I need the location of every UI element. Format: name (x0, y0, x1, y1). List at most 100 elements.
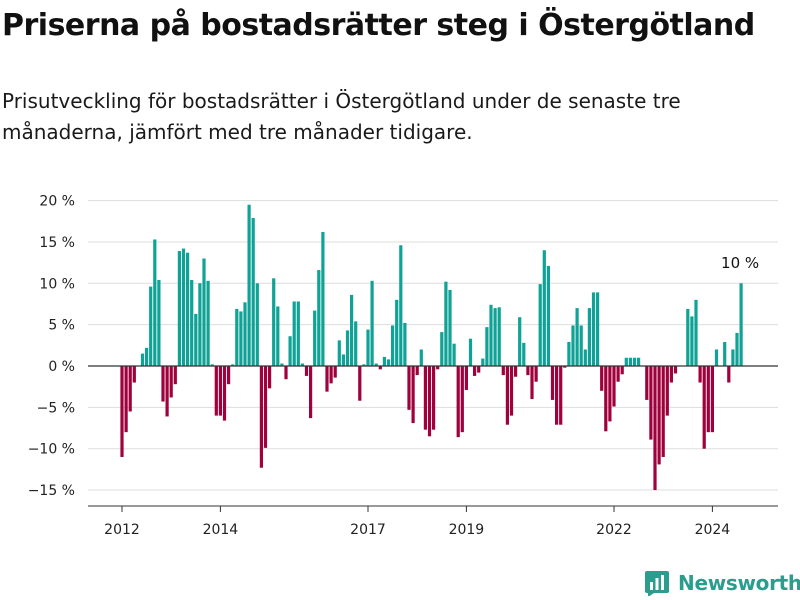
bar (632, 357, 637, 366)
bar (612, 366, 616, 407)
y-tick-label: 10 % (39, 276, 75, 292)
bar (440, 332, 444, 366)
bar (251, 217, 255, 366)
bar (485, 327, 489, 366)
bar (177, 251, 181, 366)
bar (378, 366, 382, 370)
bar (341, 354, 345, 366)
bar (596, 292, 600, 366)
bar (436, 366, 440, 370)
x-tick-label: 2014 (203, 522, 239, 538)
bar (181, 248, 186, 366)
bar (309, 366, 313, 419)
bar (571, 325, 575, 366)
bar (198, 283, 202, 366)
bar (280, 363, 284, 366)
bar (218, 366, 222, 416)
bar (514, 366, 518, 377)
bar (194, 313, 198, 366)
bar (145, 347, 149, 366)
x-tick-label: 2012 (104, 522, 140, 538)
bar (227, 366, 231, 385)
bar (518, 317, 522, 366)
bar (624, 357, 628, 366)
bar (567, 342, 571, 366)
bar (723, 342, 727, 366)
bar (509, 366, 514, 416)
bar (481, 358, 485, 366)
bar (464, 366, 468, 390)
bar (276, 306, 280, 366)
bar (739, 283, 743, 366)
bar (370, 280, 374, 366)
bar (161, 366, 165, 402)
bar (300, 363, 304, 366)
y-tick-label: 20 % (39, 194, 75, 210)
y-tick-label: 5 % (48, 318, 75, 334)
bar (620, 366, 624, 375)
bar (222, 366, 227, 421)
bar (325, 366, 329, 392)
bar (235, 308, 239, 366)
bar (345, 330, 350, 366)
chart-title: Priserna på bostadsrätter steg i Östergö… (2, 8, 755, 43)
bar (468, 338, 473, 366)
bar (149, 286, 153, 366)
bar (686, 308, 690, 366)
bar (337, 340, 341, 366)
bar (304, 366, 309, 376)
x-tick-label: 2019 (449, 522, 485, 538)
bar (210, 364, 214, 366)
x-axis (88, 365, 778, 507)
bar (296, 301, 300, 366)
bar (124, 366, 128, 433)
bar (403, 323, 407, 366)
bar (292, 301, 296, 366)
bar (239, 311, 243, 366)
bar (272, 278, 276, 366)
bar (362, 364, 366, 366)
bar (120, 366, 124, 457)
bar (165, 366, 169, 417)
last-value-label: 10 % (721, 254, 759, 272)
bar (710, 366, 714, 433)
bar (702, 366, 706, 449)
bar (542, 250, 546, 366)
bar (358, 366, 362, 401)
chart-subtitle: Prisutveckling för bostadsrätter i Öster… (2, 89, 681, 144)
bar (132, 366, 136, 383)
y-tick-label: −10 % (28, 442, 75, 458)
bar (616, 366, 620, 382)
bar (673, 366, 678, 374)
x-tick-label: 2022 (596, 522, 632, 538)
bar (374, 363, 378, 366)
bar (477, 366, 481, 373)
bar (202, 258, 206, 366)
bar (522, 342, 526, 366)
annotations: 10 % (721, 254, 759, 272)
bar (530, 366, 534, 400)
bar (419, 349, 423, 366)
bar (731, 349, 735, 366)
bar (649, 366, 653, 440)
bar (432, 366, 436, 430)
bar (268, 366, 272, 389)
bar (288, 336, 292, 366)
bar (153, 239, 157, 366)
bar (645, 366, 649, 400)
bar (350, 294, 354, 366)
bar (231, 364, 235, 366)
bar (563, 366, 567, 368)
bar (550, 366, 555, 400)
bar (214, 366, 218, 416)
bar (657, 366, 661, 465)
y-tick-label: −5 % (37, 400, 75, 416)
bar (534, 366, 538, 382)
bar (140, 353, 145, 366)
bar (694, 299, 698, 366)
bar (575, 308, 579, 366)
bar (206, 280, 210, 366)
bar (173, 366, 177, 385)
bar (399, 245, 403, 366)
